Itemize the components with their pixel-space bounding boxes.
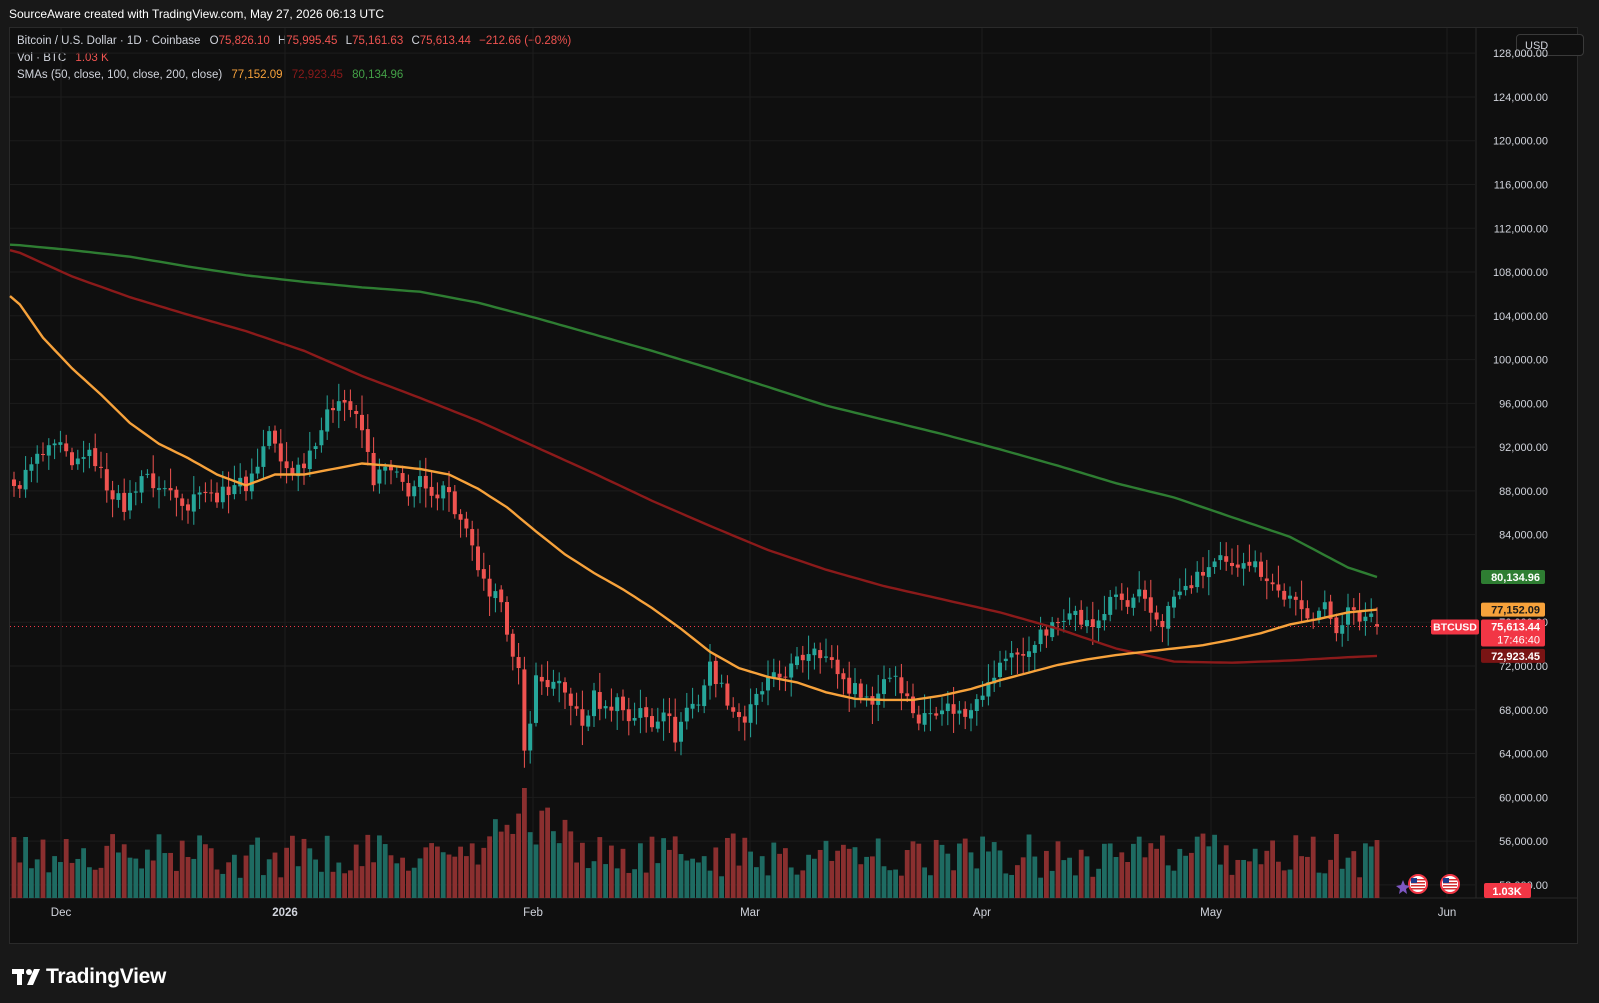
sma200-value: 80,134.96 bbox=[352, 69, 404, 81]
sma-label[interactable]: SMAs (50, close, 100, close, 200, close) bbox=[17, 69, 223, 81]
attribution-bar: SourceAware created with TradingView.com… bbox=[0, 0, 1599, 27]
sma50-value: 77,152.09 bbox=[231, 69, 283, 81]
low-label: L bbox=[345, 35, 353, 47]
attribution-text: SourceAware created with TradingView.com… bbox=[9, 7, 385, 21]
legend-volume-row: Vol · BTC 1.03 K bbox=[17, 52, 109, 64]
high-label: H bbox=[277, 35, 287, 47]
symbol-title[interactable]: Bitcoin / U.S. Dollar · 1D · Coinbase bbox=[17, 35, 201, 47]
close-label: C bbox=[411, 35, 420, 47]
sma100-value: 72,923.45 bbox=[291, 69, 343, 81]
legend-sma-row: SMAs (50, close, 100, close, 200, close)… bbox=[17, 69, 403, 81]
open-label: O bbox=[209, 35, 219, 47]
volume-label[interactable]: Vol · BTC bbox=[17, 52, 67, 64]
currency-button[interactable]: USD bbox=[1516, 34, 1584, 56]
close-value: 75,613.44 bbox=[419, 35, 471, 47]
low-value: 75,161.63 bbox=[352, 35, 404, 47]
volume-value: 1.03 K bbox=[75, 52, 109, 64]
tradingview-branding[interactable]: TradingView bbox=[12, 962, 166, 992]
change-value: −212.66 (−0.28%) bbox=[479, 35, 572, 47]
chart-frame[interactable] bbox=[9, 27, 1578, 944]
brand-name: TradingView bbox=[46, 965, 167, 988]
tradingview-logo-icon bbox=[12, 967, 44, 987]
open-value: 75,826.10 bbox=[218, 35, 270, 47]
legend-symbol-row: Bitcoin / U.S. Dollar · 1D · Coinbase O7… bbox=[17, 35, 571, 47]
high-value: 75,995.45 bbox=[286, 35, 338, 47]
